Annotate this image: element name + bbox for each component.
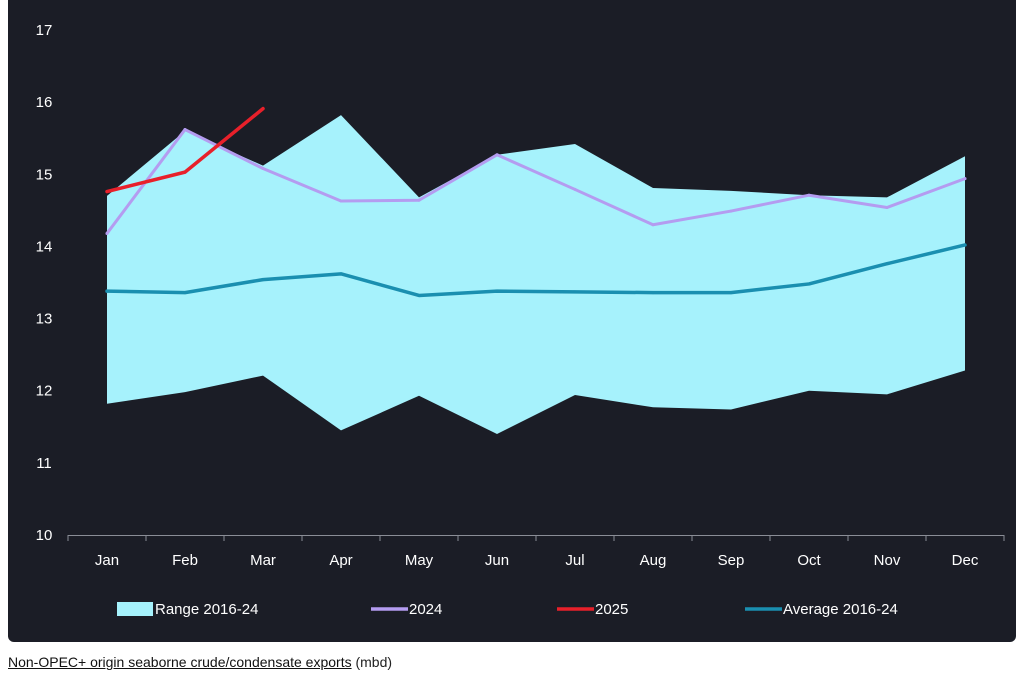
data-point-2024-feb bbox=[183, 128, 187, 132]
y-tick-label: 13 bbox=[36, 311, 53, 328]
data-point-2024-jun bbox=[495, 153, 499, 157]
data-point-average-2016-24-dec bbox=[963, 243, 967, 247]
legend-label-average-2016-24: Average 2016-24 bbox=[783, 601, 898, 618]
data-point-average-2016-24-apr bbox=[339, 272, 343, 276]
data-point-2024-sep bbox=[729, 209, 733, 213]
x-tick-label-apr: Apr bbox=[329, 552, 352, 569]
caption-unit: (mbd) bbox=[351, 654, 393, 670]
x-tick-label-sep: Sep bbox=[718, 552, 745, 569]
legend-swatch-range-2016-24 bbox=[117, 602, 153, 616]
x-tick-label-jul: Jul bbox=[565, 552, 584, 569]
series-line-2024 bbox=[105, 128, 967, 235]
y-tick-label: 10 bbox=[36, 527, 53, 544]
data-point-2024-nov bbox=[885, 205, 889, 209]
data-point-2024-oct bbox=[807, 193, 811, 197]
range-area bbox=[107, 115, 965, 434]
x-tick-label-jan: Jan bbox=[95, 552, 119, 569]
y-tick-label: 17 bbox=[36, 22, 53, 39]
data-point-average-2016-24-jun bbox=[495, 289, 499, 293]
legend-label-range-2016-24: Range 2016-24 bbox=[155, 601, 258, 618]
x-tick-label-mar: Mar bbox=[250, 552, 276, 569]
data-point-average-2016-24-nov bbox=[885, 262, 889, 266]
y-tick-label: 16 bbox=[36, 94, 53, 111]
series-line-average-2016-24 bbox=[105, 243, 967, 298]
x-tick-label-feb: Feb bbox=[172, 552, 198, 569]
legend-label-2024: 2024 bbox=[409, 601, 442, 618]
legend-label-2025: 2025 bbox=[595, 601, 628, 618]
data-point-average-2016-24-sep bbox=[729, 291, 733, 295]
x-tick-label-nov: Nov bbox=[874, 552, 901, 569]
data-point-2025-feb bbox=[183, 170, 187, 174]
data-point-2024-jul bbox=[573, 187, 577, 191]
data-point-2025-mar bbox=[261, 107, 265, 111]
legend-item-range-2016-24[interactable]: Range 2016-24 bbox=[117, 601, 258, 618]
data-point-2024-dec bbox=[963, 177, 967, 181]
data-point-2024-jan bbox=[105, 231, 109, 235]
data-point-average-2016-24-aug bbox=[651, 291, 655, 295]
data-point-2024-apr bbox=[339, 199, 343, 203]
legend-item-average-2016-24[interactable]: Average 2016-24 bbox=[745, 601, 898, 618]
legend-item-2024[interactable]: 2024 bbox=[371, 601, 442, 618]
x-tick-label-oct: Oct bbox=[797, 552, 821, 569]
chart-caption: Non-OPEC+ origin seaborne crude/condensa… bbox=[8, 654, 392, 670]
y-tick-label: 14 bbox=[36, 238, 53, 255]
caption-link[interactable]: Non-OPEC+ origin seaborne crude/condensa… bbox=[8, 654, 352, 670]
data-point-2024-may bbox=[417, 198, 421, 202]
data-point-average-2016-24-jul bbox=[573, 290, 577, 294]
y-tick-label: 15 bbox=[36, 166, 53, 183]
data-point-average-2016-24-feb bbox=[183, 291, 187, 295]
data-point-average-2016-24-oct bbox=[807, 282, 811, 286]
data-point-average-2016-24-jan bbox=[105, 289, 109, 293]
x-tick-label-aug: Aug bbox=[640, 552, 667, 569]
x-tick-label-dec: Dec bbox=[952, 552, 979, 569]
chart-svg: 10 11 12 13 14 15 16 17 Jan Feb Mar Apr May Jun Jul Au… bbox=[36, 22, 1005, 618]
y-tick-label: 12 bbox=[36, 383, 53, 400]
x-tick-label-may: May bbox=[405, 552, 434, 569]
chart-panel: 10 11 12 13 14 15 16 17 Jan Feb Mar Apr May Jun Jul Au… bbox=[8, 0, 1016, 642]
x-tick-label-jun: Jun bbox=[485, 552, 509, 569]
data-point-average-2016-24-may bbox=[417, 293, 421, 297]
y-tick-label: 11 bbox=[36, 455, 52, 472]
data-point-2024-aug bbox=[651, 223, 655, 227]
data-point-2025-jan bbox=[105, 190, 109, 194]
legend-item-2025[interactable]: 2025 bbox=[557, 601, 628, 618]
data-point-average-2016-24-mar bbox=[261, 278, 265, 282]
data-point-2024-mar bbox=[261, 167, 265, 171]
